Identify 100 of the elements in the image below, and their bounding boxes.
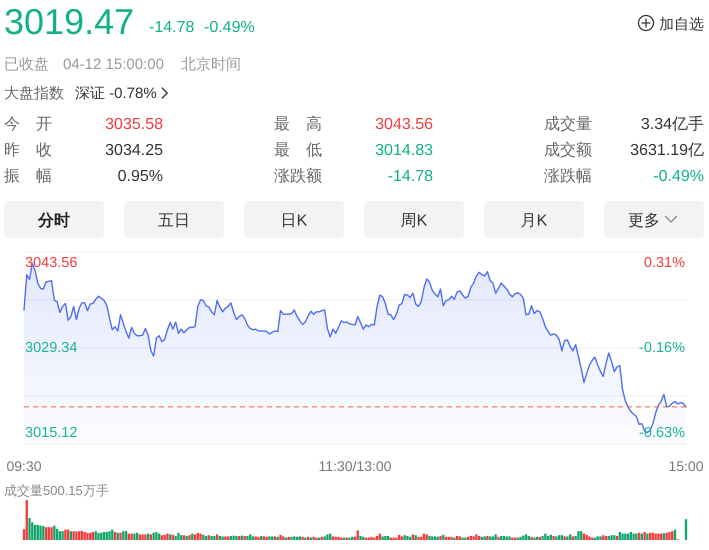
tab-button: 更多: [604, 201, 704, 238]
bar: [128, 534, 130, 540]
bar: [480, 536, 484, 540]
bar: [478, 536, 480, 540]
bar: [266, 536, 268, 540]
bar: [58, 531, 62, 540]
bar: [293, 536, 296, 540]
bar: [144, 534, 147, 540]
bar: [254, 536, 257, 540]
bar: [652, 532, 654, 540]
bar: [111, 530, 114, 540]
bar: [288, 536, 290, 540]
text: 3019.47: [4, 1, 134, 42]
bar: [72, 531, 75, 540]
bar: [271, 536, 274, 540]
bar: [671, 531, 674, 540]
bar: [202, 534, 204, 540]
bar: [420, 536, 422, 540]
text: 最 低: [274, 142, 322, 159]
bar: [409, 536, 412, 540]
text: -0.49%: [653, 168, 704, 185]
bar: [158, 534, 160, 540]
bar: [666, 532, 668, 540]
bar: [188, 535, 191, 540]
bar: [426, 534, 428, 540]
bar: [218, 536, 221, 540]
bar: [138, 534, 142, 540]
bar: [141, 534, 144, 540]
bar: [276, 536, 279, 540]
text: 已收盘: [4, 56, 49, 73]
text: -0.49%: [204, 19, 255, 36]
bar: [362, 536, 364, 540]
text: 北京时间: [181, 56, 241, 73]
bar: [235, 536, 238, 540]
bar: [610, 535, 613, 540]
bar: [494, 534, 497, 540]
bar: [384, 536, 386, 540]
bar: [403, 535, 406, 540]
bar: [249, 534, 252, 540]
bar: [260, 536, 262, 540]
bar: [84, 532, 86, 540]
bar: [70, 531, 72, 540]
text: 大盘指数: [4, 85, 64, 102]
bar: [56, 528, 58, 540]
bar: [61, 531, 64, 540]
bar: [400, 536, 404, 540]
bar: [580, 531, 582, 540]
bar: [442, 534, 444, 540]
bar: [146, 534, 150, 540]
bar: [552, 536, 555, 540]
bar: [89, 532, 92, 540]
bar: [282, 536, 284, 540]
text: 3631.19亿: [630, 142, 704, 159]
bar: [122, 531, 124, 540]
bar: [472, 536, 475, 540]
bar: [654, 534, 657, 540]
text: 成交量: [544, 115, 592, 133]
text: 3043.56: [375, 116, 434, 133]
bar: [186, 536, 188, 540]
bar: [406, 536, 409, 540]
text: 最 高: [274, 115, 322, 133]
bar: [635, 534, 638, 540]
bar: [638, 532, 640, 540]
bar: [48, 527, 50, 540]
text: 3.34亿手: [640, 115, 704, 133]
bar: [196, 532, 199, 540]
bar: [160, 535, 164, 540]
y2-tick-label: 0.31%: [644, 254, 686, 271]
bar: [351, 536, 354, 540]
bar: [398, 534, 400, 540]
bar: [64, 530, 67, 540]
bar: [572, 536, 574, 540]
tab-button: 月K: [484, 201, 584, 238]
bar: [94, 531, 97, 540]
tab-button: 日K: [244, 201, 344, 238]
bar: [602, 535, 604, 540]
bar: [608, 536, 610, 540]
bar: [586, 534, 588, 540]
bar: [306, 536, 310, 540]
bar: [66, 530, 70, 540]
bar: [106, 532, 108, 540]
x-tick-label: 09:30: [6, 458, 42, 474]
bar: [522, 536, 524, 540]
bar: [136, 532, 138, 540]
bar: [312, 536, 315, 540]
x-tick-label: 15:00: [668, 458, 704, 474]
y-tick-label: 3043.56: [25, 255, 78, 272]
text: 3035.58: [105, 116, 164, 133]
bar: [301, 536, 304, 540]
bar: [53, 526, 56, 540]
text: 04-12 15:00:00: [63, 56, 164, 73]
bar: [152, 532, 155, 540]
bar: [568, 534, 572, 540]
bar: [500, 536, 502, 540]
bar: [475, 534, 478, 540]
bar: [596, 536, 599, 540]
bar: [566, 536, 569, 540]
bar: [613, 535, 616, 540]
bar: [244, 536, 246, 540]
bar: [334, 536, 337, 540]
